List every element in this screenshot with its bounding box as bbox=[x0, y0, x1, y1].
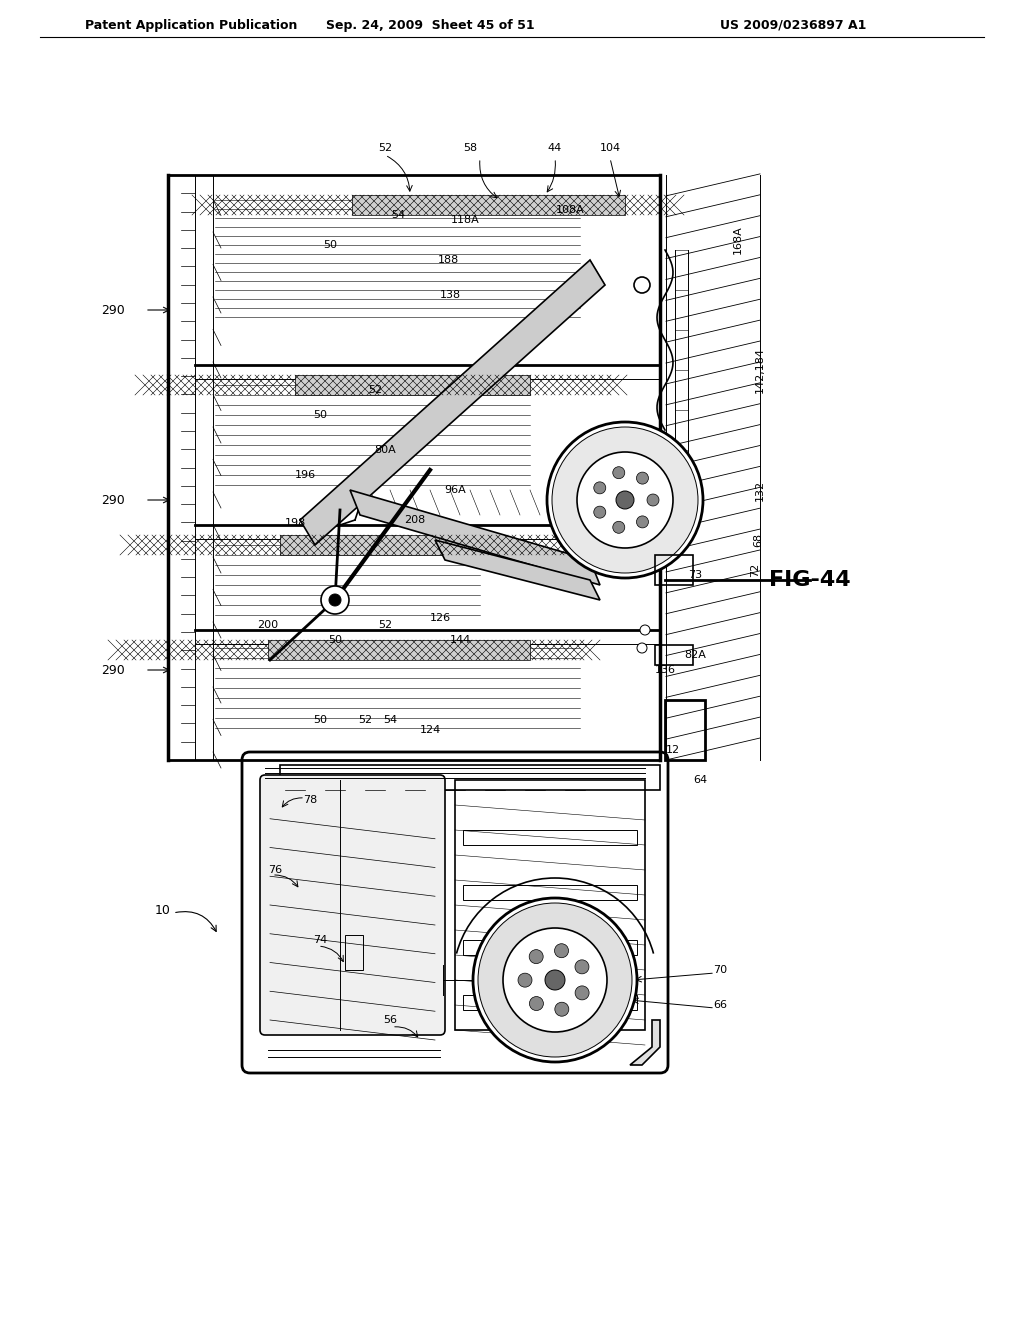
Text: 52: 52 bbox=[368, 385, 382, 395]
Bar bbox=[655, 554, 693, 585]
Text: 144: 144 bbox=[450, 635, 471, 645]
Circle shape bbox=[478, 903, 632, 1057]
Text: 76: 76 bbox=[268, 865, 282, 875]
Text: 188: 188 bbox=[437, 255, 459, 265]
Text: FIG-44: FIG-44 bbox=[769, 570, 851, 590]
Text: 198: 198 bbox=[285, 517, 305, 528]
Text: 64: 64 bbox=[693, 775, 707, 785]
Polygon shape bbox=[352, 195, 625, 215]
Text: 142,184: 142,184 bbox=[755, 347, 765, 393]
Text: US 2009/0236897 A1: US 2009/0236897 A1 bbox=[720, 18, 866, 32]
Text: 66: 66 bbox=[713, 1001, 727, 1010]
Text: 73: 73 bbox=[688, 570, 702, 579]
Text: 208: 208 bbox=[404, 515, 426, 525]
Text: 70: 70 bbox=[713, 965, 727, 975]
Circle shape bbox=[637, 473, 648, 484]
Circle shape bbox=[594, 482, 606, 494]
Text: 68: 68 bbox=[753, 533, 763, 546]
Circle shape bbox=[329, 594, 341, 606]
Text: 12: 12 bbox=[666, 744, 680, 755]
Bar bbox=[463, 830, 637, 845]
Circle shape bbox=[612, 521, 625, 533]
Text: 50: 50 bbox=[328, 635, 342, 645]
Bar bbox=[665, 700, 705, 760]
Text: 96A: 96A bbox=[444, 484, 466, 495]
Circle shape bbox=[545, 970, 565, 990]
Circle shape bbox=[616, 491, 634, 510]
Text: 290: 290 bbox=[101, 494, 125, 507]
Bar bbox=[463, 884, 637, 900]
Bar bbox=[655, 645, 693, 665]
Circle shape bbox=[547, 422, 703, 578]
Circle shape bbox=[647, 494, 659, 506]
Text: 52: 52 bbox=[358, 715, 372, 725]
Bar bbox=[455, 780, 645, 1030]
Bar bbox=[345, 935, 362, 970]
Polygon shape bbox=[295, 375, 530, 395]
Polygon shape bbox=[268, 640, 530, 660]
Circle shape bbox=[518, 973, 532, 987]
Text: 74: 74 bbox=[313, 935, 327, 945]
Circle shape bbox=[473, 898, 637, 1063]
Text: 50: 50 bbox=[313, 715, 327, 725]
Text: 104: 104 bbox=[599, 143, 621, 153]
Text: 196: 196 bbox=[295, 470, 315, 480]
Circle shape bbox=[321, 586, 349, 614]
Text: 108A: 108A bbox=[556, 205, 585, 215]
Circle shape bbox=[503, 928, 607, 1032]
Polygon shape bbox=[630, 1020, 660, 1065]
Text: 52: 52 bbox=[378, 143, 392, 153]
Text: 44: 44 bbox=[548, 143, 562, 153]
Polygon shape bbox=[280, 535, 490, 554]
Text: 58: 58 bbox=[463, 143, 477, 153]
Circle shape bbox=[555, 1002, 568, 1016]
Text: 78: 78 bbox=[303, 795, 317, 805]
Text: 10: 10 bbox=[155, 903, 171, 916]
Text: 118A: 118A bbox=[451, 215, 479, 224]
Circle shape bbox=[555, 944, 568, 958]
Circle shape bbox=[574, 960, 589, 974]
Text: 126: 126 bbox=[429, 612, 451, 623]
Text: 80A: 80A bbox=[374, 445, 396, 455]
Text: 290: 290 bbox=[101, 664, 125, 676]
Circle shape bbox=[637, 516, 648, 528]
FancyBboxPatch shape bbox=[260, 775, 445, 1035]
Circle shape bbox=[577, 451, 673, 548]
Text: 136: 136 bbox=[654, 665, 676, 675]
Circle shape bbox=[637, 643, 647, 653]
Text: 56: 56 bbox=[383, 1015, 397, 1026]
Circle shape bbox=[594, 506, 606, 519]
Circle shape bbox=[612, 467, 625, 479]
Text: Sep. 24, 2009  Sheet 45 of 51: Sep. 24, 2009 Sheet 45 of 51 bbox=[326, 18, 535, 32]
Text: 138: 138 bbox=[439, 290, 461, 300]
Polygon shape bbox=[435, 540, 600, 601]
Text: 54: 54 bbox=[383, 715, 397, 725]
Text: 54: 54 bbox=[391, 210, 406, 220]
Bar bbox=[463, 940, 637, 954]
Text: 72: 72 bbox=[750, 562, 760, 577]
Circle shape bbox=[529, 997, 544, 1011]
Circle shape bbox=[552, 426, 698, 573]
Text: 52: 52 bbox=[378, 620, 392, 630]
Text: 82A: 82A bbox=[684, 649, 706, 660]
Text: 290: 290 bbox=[101, 304, 125, 317]
Text: 50: 50 bbox=[323, 240, 337, 249]
Text: 168A: 168A bbox=[733, 226, 743, 255]
Text: Patent Application Publication: Patent Application Publication bbox=[85, 18, 297, 32]
Text: 132: 132 bbox=[755, 479, 765, 500]
Bar bbox=[463, 995, 637, 1010]
Circle shape bbox=[529, 949, 543, 964]
Text: 200: 200 bbox=[257, 620, 279, 630]
Circle shape bbox=[634, 277, 650, 293]
Text: 124: 124 bbox=[420, 725, 440, 735]
Circle shape bbox=[640, 624, 650, 635]
Circle shape bbox=[575, 986, 589, 999]
Text: 50: 50 bbox=[313, 411, 327, 420]
Polygon shape bbox=[300, 260, 605, 545]
Polygon shape bbox=[350, 490, 600, 585]
Bar bbox=[280, 766, 660, 789]
